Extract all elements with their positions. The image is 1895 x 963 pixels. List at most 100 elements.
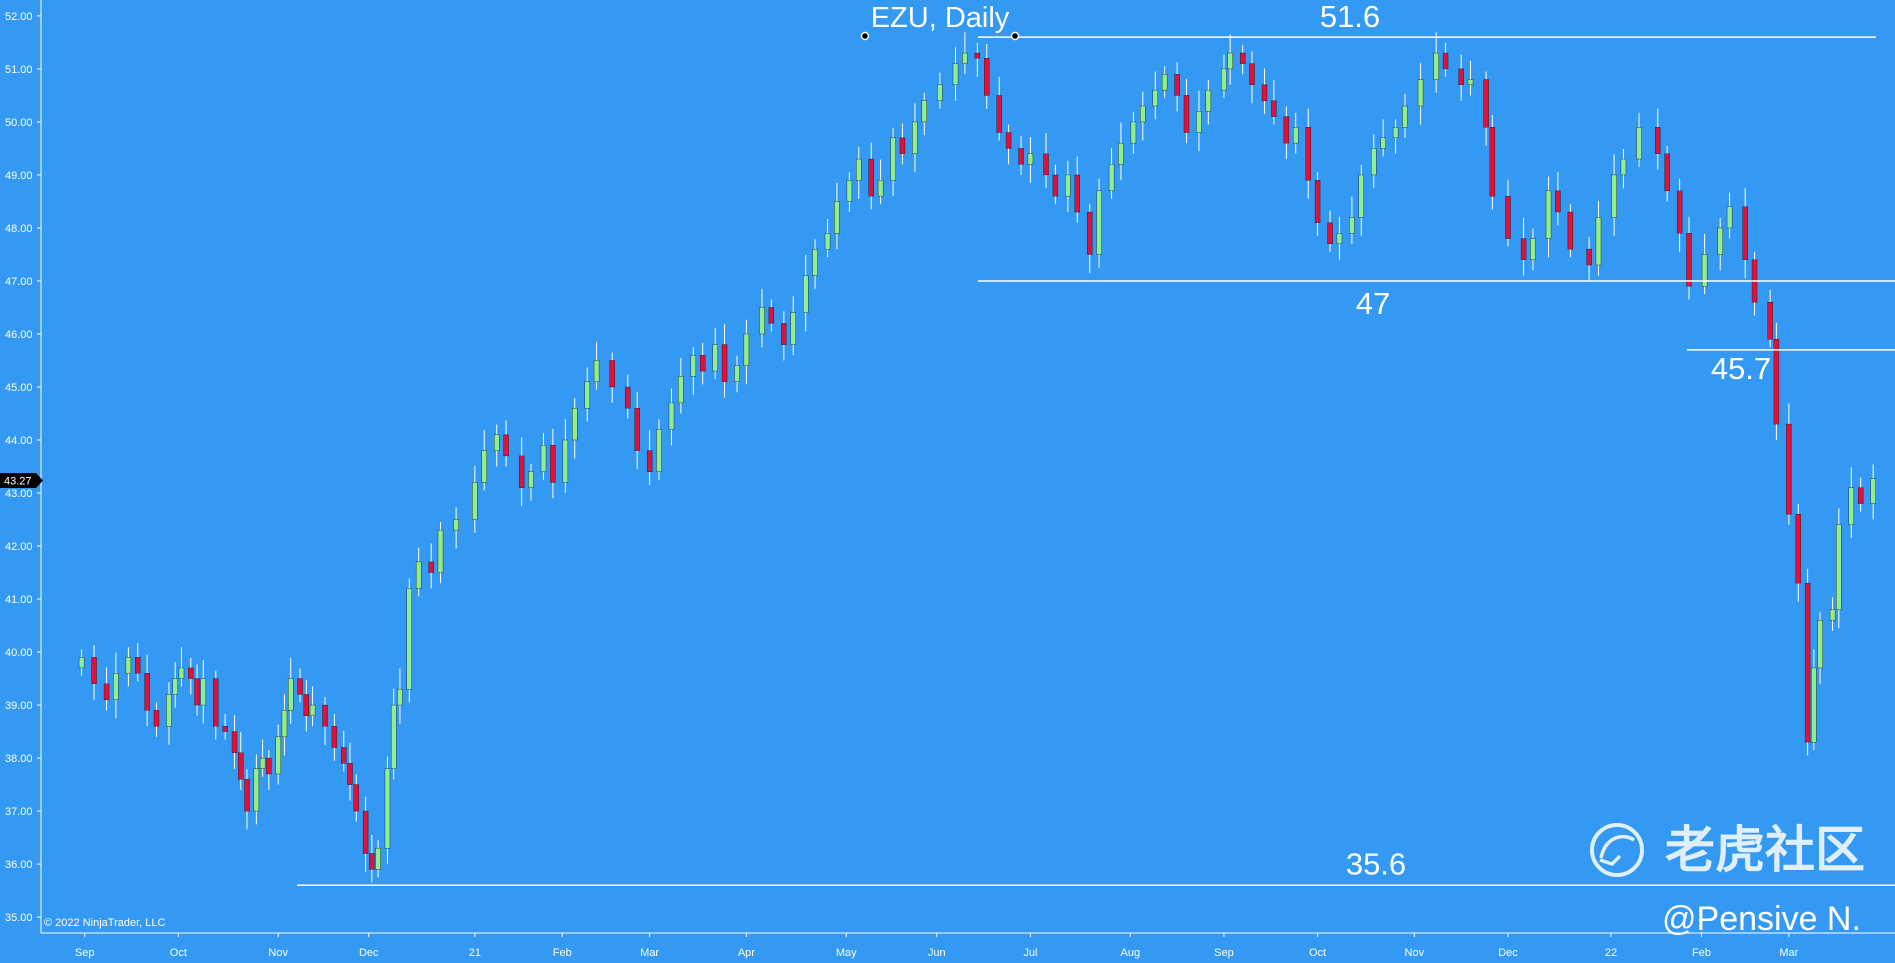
candle-body-down [1555, 190, 1561, 213]
candle [984, 43, 990, 109]
candle-body-up [1196, 111, 1202, 133]
candle [1701, 233, 1708, 295]
candle [856, 146, 862, 199]
candle [78, 649, 85, 676]
candle-body-up [113, 673, 119, 700]
candle-body-up [1870, 478, 1876, 504]
candle [1402, 93, 1408, 138]
candle-body-down [1804, 582, 1811, 743]
candle-body-up [384, 768, 391, 849]
title-anchor-left[interactable] [860, 31, 870, 41]
candle-body-up [1829, 609, 1836, 621]
candle-body-down [868, 158, 874, 197]
candle-body-down [634, 407, 640, 451]
candle-body-up [1140, 105, 1146, 123]
candle-body-down [135, 657, 141, 674]
candle-body-down [222, 726, 228, 732]
candle [890, 127, 896, 197]
candle-body-down [1271, 100, 1277, 117]
candle [375, 840, 381, 878]
candle [1530, 228, 1536, 271]
x-tick-label: Oct [1309, 947, 1326, 959]
watermark: 老虎社区 [1590, 821, 1865, 879]
candle [1052, 164, 1059, 205]
candle-body-down [1018, 148, 1024, 165]
candle-body-up [824, 233, 831, 250]
candle-body-down [1586, 248, 1592, 266]
candle [540, 433, 547, 480]
candle [103, 667, 110, 711]
candle-body-down [341, 747, 347, 764]
candle-body-up [1349, 217, 1355, 234]
candle [384, 756, 391, 865]
candle [194, 664, 200, 716]
candle [253, 754, 260, 825]
candle [1829, 597, 1836, 631]
candle-body-up [1726, 206, 1733, 229]
title-anchor-right[interactable] [1010, 31, 1020, 41]
candle [584, 367, 590, 422]
candle [1567, 204, 1574, 258]
candle-body-down [646, 450, 653, 473]
candle-body-down [428, 561, 434, 573]
candle-body-up [593, 360, 600, 382]
candle [609, 352, 615, 403]
candle-body-down [1239, 52, 1246, 64]
candle [453, 507, 459, 549]
x-tick-label: Apr [738, 947, 755, 959]
y-tick-label: 41.00 [5, 594, 33, 606]
candle-body-down [1773, 339, 1780, 425]
x-axis: Sep Oct Nov Dec 21 Feb Mar Apr May Jun Jul Aug Sep Oc… [75, 933, 1799, 959]
candle [1595, 200, 1602, 276]
candle-body-up [166, 694, 172, 727]
candle [362, 796, 369, 873]
candle [200, 659, 207, 724]
candle [1392, 119, 1399, 154]
candle-body-down [1676, 190, 1683, 234]
candle-body-up [1402, 105, 1408, 128]
candle [135, 643, 141, 682]
candle [712, 328, 718, 380]
candle-body-up [481, 450, 487, 483]
candle-body-up [1717, 227, 1723, 255]
candle-body-up [309, 704, 316, 716]
candle [1664, 145, 1670, 202]
candle [1161, 66, 1168, 99]
candle [768, 299, 775, 332]
candle [743, 319, 750, 385]
candle-body-up [802, 275, 809, 313]
candle-body-down [699, 354, 706, 372]
candle [1458, 54, 1464, 101]
current-price-tag: 43.27 [0, 473, 43, 488]
candle-body-up [259, 757, 266, 769]
candle [1074, 156, 1080, 223]
candle-body-down [1261, 84, 1268, 101]
candle [562, 419, 569, 494]
candle [877, 159, 884, 205]
y-tick-label: 46.00 [5, 329, 33, 341]
chart-title-group: EZU, Daily [860, 2, 1020, 41]
candle-body-up [1530, 238, 1536, 260]
x-tick-label: Nov [268, 947, 288, 959]
candle [281, 693, 288, 756]
candle [1380, 119, 1386, 157]
y-tick-label: 35.00 [5, 912, 33, 924]
candle [1314, 172, 1321, 236]
candle [1261, 68, 1268, 114]
candle [244, 769, 250, 830]
candle [437, 522, 444, 584]
candle [1087, 204, 1093, 274]
level-lines: 51.6 47 45.7 35.6 [297, 0, 1895, 887]
candle [1417, 63, 1424, 125]
candle [834, 182, 840, 250]
candle [166, 682, 172, 745]
candle-body-down [1074, 174, 1080, 213]
candle-body-down [1314, 180, 1321, 223]
candle [759, 288, 765, 348]
candle-body-down [231, 731, 238, 753]
level-label: 45.7 [1711, 351, 1771, 386]
candle [1804, 568, 1811, 756]
x-tick-label: Mar [1779, 947, 1798, 959]
candle-body-down [721, 344, 728, 382]
